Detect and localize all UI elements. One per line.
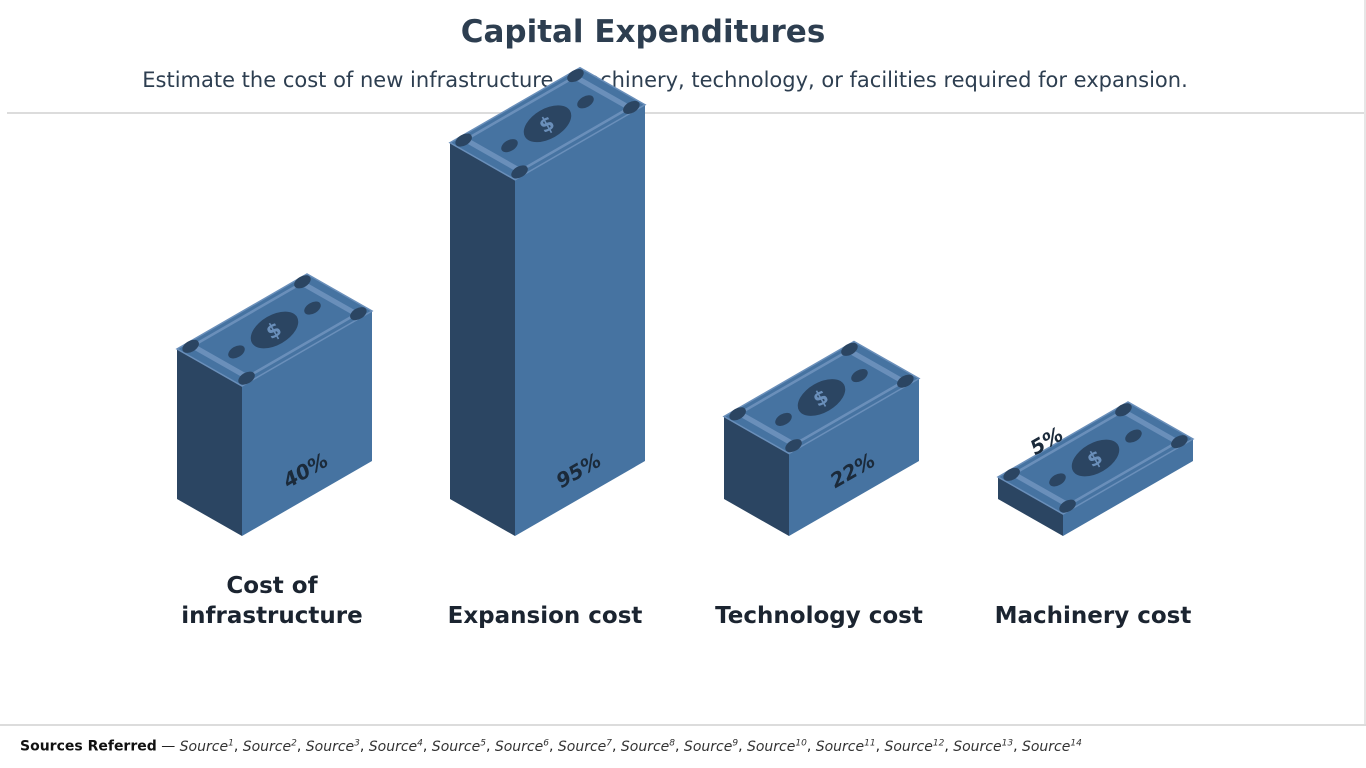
slide-title: Capital Expenditures — [460, 14, 826, 50]
sources-separator: — — [161, 738, 176, 755]
stack-front-face — [789, 378, 919, 536]
category-label: infrastructure — [181, 603, 362, 629]
source-comma: , — [875, 738, 881, 755]
bill-center-medallion — [797, 379, 846, 416]
bill-dot — [1125, 429, 1142, 443]
source-ref: Source10 — [742, 738, 807, 755]
bill-corner-dot — [455, 133, 472, 147]
category-label: Technology cost — [715, 603, 923, 629]
source-comma: , — [1013, 738, 1018, 755]
source-comma: , — [548, 738, 554, 755]
source-ref: Source4 — [364, 738, 423, 755]
bill-corner-dot — [182, 339, 199, 353]
bill-corner-dot — [841, 342, 858, 356]
money-stack-bar: $22% — [722, 340, 921, 536]
stack-side-face — [724, 416, 789, 536]
source-comma: , — [806, 738, 812, 755]
source-ref: Source3 — [301, 738, 360, 755]
source-comma: , — [422, 738, 428, 755]
bill-corner-dot — [1059, 499, 1076, 513]
slide-edge — [1364, 0, 1366, 724]
bill-corner-dot — [1115, 403, 1132, 417]
bill-corner-dot — [511, 165, 528, 179]
bill-dot — [228, 345, 245, 359]
source-comma: , — [738, 738, 743, 755]
source-comma: , — [233, 738, 239, 755]
category-label: Cost of — [226, 573, 318, 599]
bill-dot — [304, 301, 321, 315]
bill-dot — [775, 412, 792, 426]
bill-center-medallion — [250, 311, 299, 349]
bill-corner-dot — [1003, 467, 1020, 481]
source-ref: Source14 — [1017, 738, 1082, 755]
bill-dot — [1049, 473, 1066, 487]
money-stack-bar: $40% — [175, 273, 374, 536]
header-divider — [7, 112, 1366, 114]
bill-center-medallion — [1071, 439, 1120, 477]
source-ref: Source7 — [553, 738, 612, 755]
footer-divider — [0, 724, 1366, 726]
category-label: Expansion cost — [448, 603, 643, 629]
category-label: Machinery cost — [995, 603, 1192, 629]
bill-dot — [851, 369, 868, 383]
bill-center-medallion — [523, 105, 572, 143]
stack-side-face — [177, 349, 242, 536]
source-ref: Source12 — [880, 738, 945, 755]
source-ref: Source6 — [490, 738, 549, 755]
bill-corner-dot — [729, 407, 746, 421]
slide-subtitle: Estimate the cost of new infrastructure,… — [142, 68, 1188, 92]
source-comma: , — [612, 738, 617, 755]
bill-corner-dot — [785, 439, 802, 453]
stack-front-face — [515, 104, 645, 536]
source-ref: Source2 — [238, 738, 297, 755]
bill-corner-dot — [623, 100, 640, 114]
source-ref: Source5 — [427, 738, 486, 755]
bill-corner-dot — [294, 275, 311, 289]
source-comma: , — [675, 738, 680, 755]
source-ref: Source8 — [616, 738, 676, 755]
source-comma: , — [296, 738, 302, 755]
source-comma: , — [485, 738, 491, 755]
source-ref: Source9 — [679, 738, 739, 755]
sources-label: Sources Referred — [20, 738, 157, 755]
sources-list: Source1, Source2, Source3, Source4, Sour… — [179, 738, 1082, 755]
bill-corner-dot — [1171, 435, 1188, 449]
bill-corner-dot — [897, 374, 914, 388]
bill-dot — [501, 139, 518, 153]
bill-corner-dot — [350, 307, 367, 321]
stack-front-face — [1063, 439, 1193, 536]
source-comma: , — [944, 738, 949, 755]
source-ref: Source1 — [179, 738, 234, 755]
source-comma: , — [359, 738, 365, 755]
sources-footer: Sources Referred — Source1, Source2, Sou… — [20, 738, 1082, 755]
source-ref: Source13 — [948, 738, 1014, 755]
stack-side-face — [998, 477, 1063, 536]
stack-side-face — [450, 142, 515, 536]
bill-corner-dot — [238, 371, 255, 385]
bill-dot — [577, 95, 594, 109]
source-ref: Source11 — [811, 738, 876, 755]
bill-corner-dot — [567, 69, 584, 83]
money-stack-bar: $95% — [448, 66, 647, 536]
money-stack-bar: $5% — [996, 401, 1195, 536]
